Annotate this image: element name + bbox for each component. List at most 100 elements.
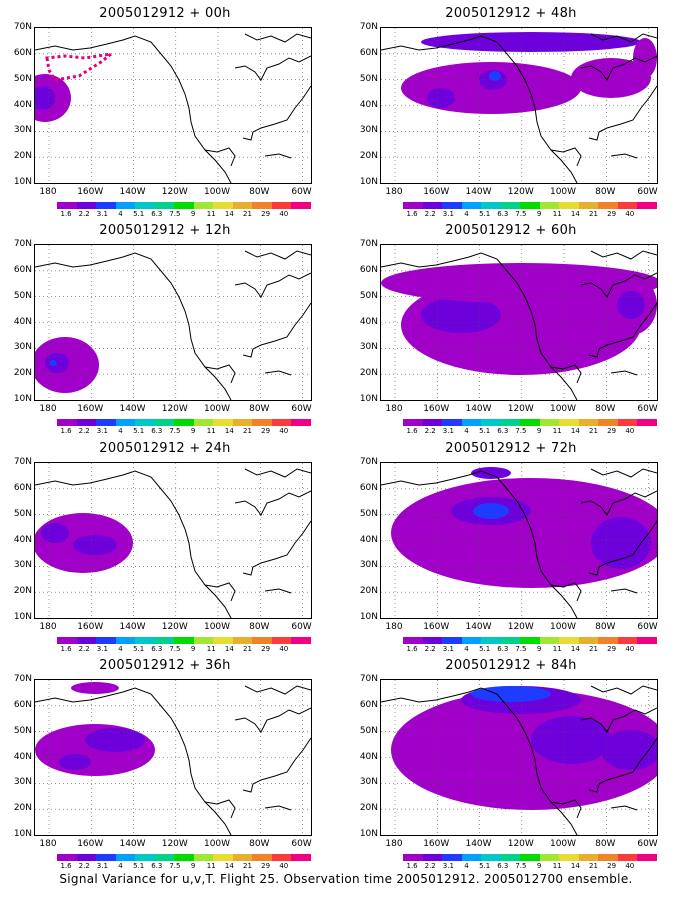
colorbar-label: 3.1 [442,645,454,653]
coastline [234,55,311,81]
colorbar-swatch [213,854,233,861]
colorbar-swatch [271,419,292,426]
map-plot-area [380,27,658,184]
colorbar-swatch [578,854,599,861]
colorbar-label: 4 [464,645,469,653]
coastline [244,33,311,43]
colorbar-swatch [539,854,560,861]
x-tick-label: 140W [465,839,492,849]
colorbar-swatch [481,637,501,644]
colorbar-swatch [232,854,253,861]
colorbar-label: 2.2 [424,210,436,218]
colorbar-swatch [96,419,116,426]
colorbar-label: 29 [607,645,617,653]
colorbar [57,637,311,644]
y-tick-label: 70N [13,22,32,32]
panel-title: 2005012912 + 72h [445,441,577,456]
coastline [204,799,236,819]
colorbar-swatch [232,637,253,644]
colorbar-swatch [520,419,540,426]
map-canvas [35,28,311,183]
colorbar-swatch [598,637,618,644]
y-tick-label: 40N [13,534,32,545]
y-tick-label: 40N [359,751,378,762]
colorbar-label: 3.1 [442,862,454,870]
y-tick-label: 60N [359,264,378,275]
variance-contour [421,32,641,52]
map-panel: 2005012912 + 36h 70N 60N 50N 40N 30N 20N 10N 180… [0,657,330,872]
colorbar-label: 7.5 [515,427,527,435]
colorbar-label: 11 [206,427,216,435]
colorbar-label: 3.1 [96,210,108,218]
colorbar-label: 4 [118,427,123,435]
colorbar-swatch [154,637,175,644]
y-tick-label: 30N [13,125,32,136]
y-tick-label: 40N [359,99,378,110]
colorbar-swatch [520,854,540,861]
colorbar-label: 1.6 [406,210,418,218]
y-tick-label: 50N [13,73,32,84]
coastline [610,153,638,159]
colorbar-swatch [598,419,618,426]
colorbar-label: 9 [536,427,542,435]
coastline [204,582,236,602]
colorbar-label: 4 [118,210,123,218]
colorbar-label: 40 [625,427,635,435]
map-canvas [35,680,311,835]
panel-title: 2005012912 + 36h [99,658,231,673]
x-tick-label: 120W [161,187,188,197]
x-tick-label: 100W [549,622,577,632]
colorbar-label: 9 [536,210,542,218]
coastline [590,250,657,260]
colorbar-label: 2.2 [424,862,436,870]
coastline [234,272,311,298]
y-tick-label: 70N [359,674,378,684]
y-tick-label: 50N [359,73,378,84]
coastline [588,85,657,141]
x-tick-label: 160W [423,839,450,849]
variance-contour [571,58,651,98]
colorbar-swatch [154,202,175,209]
colorbar-swatch [135,637,155,644]
x-tick-label: 60W [637,622,658,632]
y-tick-label: 70N [13,239,32,249]
panel-title: 2005012912 + 48h [445,6,577,21]
figure-caption: Signal Variance for u,v,T. Flight 25. Ob… [59,872,633,886]
colorbar-swatch [252,202,272,209]
y-tick-label: 30N [359,777,378,788]
colorbar-swatch [461,419,482,426]
colorbar-label: 21 [589,210,598,218]
coastline [550,799,582,819]
colorbar-swatch [271,202,292,209]
x-tick-label: 160W [77,404,104,414]
y-tick-label: 70N [359,22,378,32]
y-tick-label: 50N [13,290,32,301]
coastline [550,364,582,384]
colorbar-label: 21 [589,645,598,653]
x-tick-label: 60W [291,187,312,197]
colorbar-swatch [76,419,97,426]
colorbar-swatch [422,637,443,644]
colorbar-label: 6.3 [497,210,509,218]
map-canvas [381,28,657,183]
variance-contour [471,467,511,479]
x-tick-label: 80W [595,404,616,414]
colorbar-label: 7.5 [515,645,527,653]
variance-contour [601,730,657,770]
colorbar-swatch [252,637,272,644]
colorbar-swatch [481,419,501,426]
colorbar-label: 6.3 [151,645,163,653]
colorbar-label: 11 [206,862,216,870]
y-tick-label: 10N [13,177,32,187]
y-tick-label: 10N [359,829,378,839]
x-tick-label: 80W [595,839,616,849]
y-tick-label: 20N [13,151,32,162]
colorbar-swatch [96,202,116,209]
colorbar-swatch [135,854,155,861]
colorbar-label: 5.1 [479,645,491,653]
variance-contour [59,754,91,770]
colorbar-label: 9 [190,645,196,653]
colorbar-label: 9 [190,862,196,870]
panel-title: 2005012912 + 00h [99,6,231,21]
x-tick-label: 120W [507,187,534,197]
